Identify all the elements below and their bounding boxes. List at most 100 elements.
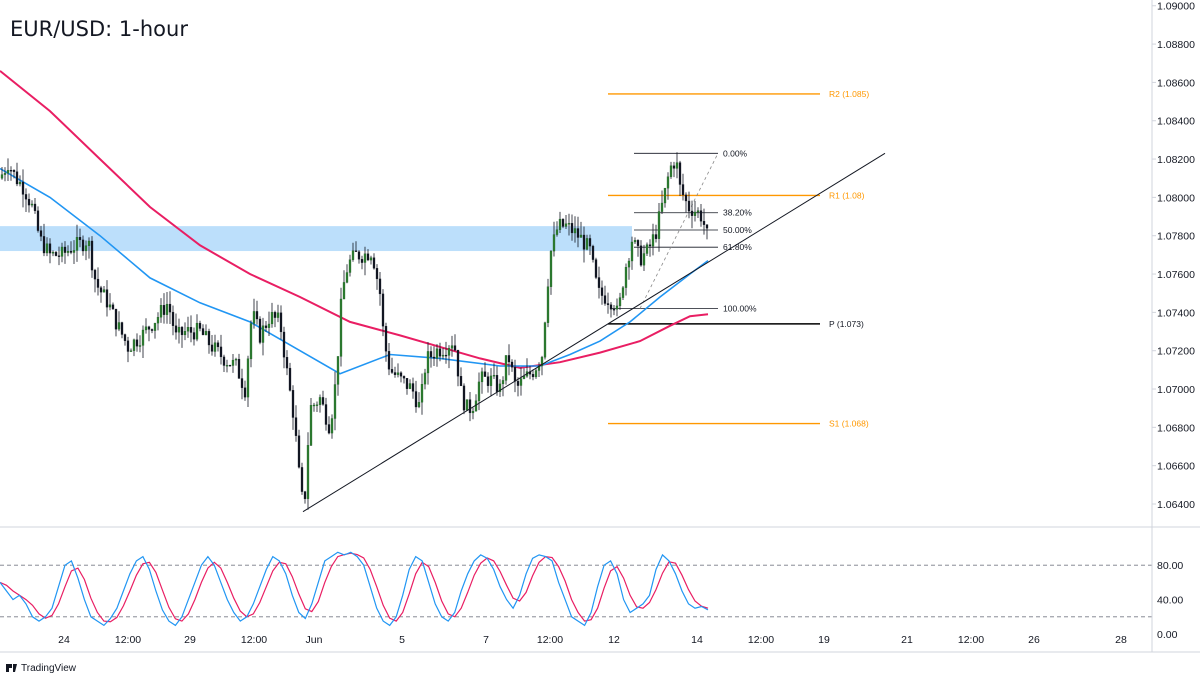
price-tick-label: 1.07400 <box>1157 307 1195 319</box>
candle-body <box>540 357 544 367</box>
candle-body <box>669 165 673 177</box>
candle-body <box>261 325 265 343</box>
time-tick-label: 12:00 <box>115 634 141 646</box>
candle-body <box>477 381 481 401</box>
candle-body <box>300 467 304 492</box>
time-tick-label: 24 <box>58 634 70 646</box>
candle-body <box>153 323 157 331</box>
time-tick-label: 26 <box>1028 634 1040 646</box>
candle-body <box>195 322 199 340</box>
candle-body <box>126 340 130 352</box>
candle-body <box>468 399 472 414</box>
candle-body <box>555 229 559 235</box>
candle-body <box>225 365 229 367</box>
candle-body <box>39 230 43 237</box>
candle-body <box>327 424 331 434</box>
candle-body <box>591 245 595 260</box>
candle-body <box>90 240 94 271</box>
candle-body <box>594 259 598 278</box>
candle-body <box>54 252 58 256</box>
fibonacci-retracement-layer: 0.00% 38.20% 50.00% 61.80% 100.00% <box>612 148 757 314</box>
candle-body <box>294 417 298 436</box>
candle-body <box>102 289 106 293</box>
price-tick-label: 1.08200 <box>1157 154 1195 166</box>
candle-body <box>159 305 163 318</box>
candle-body <box>165 303 169 315</box>
candle-body <box>492 375 496 377</box>
candle-body <box>291 390 295 418</box>
candle-body <box>48 243 52 254</box>
candle-body <box>423 372 427 385</box>
candle-body <box>561 218 565 227</box>
candle-body <box>183 331 187 336</box>
candle-body <box>66 250 70 253</box>
time-tick-label: Jun <box>306 634 323 646</box>
price-tick-label: 1.08400 <box>1157 116 1195 128</box>
candle-body <box>303 491 307 500</box>
trendline-layer <box>302 152 886 513</box>
candle-body <box>279 312 283 333</box>
time-tick-label: 12:00 <box>748 634 774 646</box>
candle-body <box>438 348 442 357</box>
candle-body <box>636 240 640 246</box>
candle-body <box>402 376 406 379</box>
candle-body <box>510 361 514 368</box>
candle-body <box>666 176 670 189</box>
candle-body <box>603 295 607 304</box>
candle-body <box>639 245 643 266</box>
ascending-trendline <box>302 152 886 513</box>
candle-body <box>312 404 316 407</box>
price-tick-label: 1.08800 <box>1157 39 1195 51</box>
candle-body <box>546 286 550 323</box>
candle-body <box>504 355 508 381</box>
candle-body <box>219 346 223 358</box>
candle-body <box>399 372 403 377</box>
fib-level-label: 38.20% <box>723 208 752 218</box>
candle-body <box>600 287 604 296</box>
candle-body <box>570 223 574 234</box>
candle-body <box>51 252 55 254</box>
candle-body <box>549 250 553 287</box>
candle-body <box>123 334 127 341</box>
candle-body <box>663 188 667 204</box>
candle-body <box>579 234 583 238</box>
candle-body <box>264 325 268 328</box>
time-tick-label: 21 <box>901 634 913 646</box>
candle-body <box>363 253 367 263</box>
candle-body <box>534 370 538 378</box>
moving-averages-layer <box>0 70 709 375</box>
candle-body <box>429 351 433 358</box>
candle-body <box>408 383 412 389</box>
candle-body <box>237 358 241 379</box>
fib-connector <box>639 153 719 309</box>
candle-body <box>648 244 652 247</box>
candle-body <box>582 234 586 250</box>
candle-body <box>6 170 10 174</box>
tradingview-logo-mark <box>13 664 17 672</box>
candle-body <box>483 371 487 377</box>
candle-body <box>696 210 700 213</box>
candle-body <box>357 251 361 260</box>
candle-body <box>144 326 148 331</box>
candle-body <box>60 246 64 257</box>
candle-body <box>372 257 376 269</box>
candle-body <box>621 287 625 298</box>
candle-body <box>84 245 88 252</box>
candle-body <box>138 345 142 347</box>
candle-body <box>684 194 688 202</box>
candle-body <box>390 369 394 373</box>
candle-body <box>324 404 328 425</box>
price-tick-label: 1.09000 <box>1157 1 1195 13</box>
support-resistance-zone-layer <box>0 226 632 252</box>
candle-body <box>675 162 679 169</box>
pivot-label: R2 (1.085) <box>829 89 869 99</box>
candle-body <box>240 378 244 388</box>
candle-body <box>87 240 91 246</box>
price-tick-label: 1.07600 <box>1157 269 1195 281</box>
candle-body <box>177 326 181 333</box>
price-tick-label: 1.06600 <box>1157 461 1195 473</box>
price-tick-label: 1.06400 <box>1157 499 1195 511</box>
candle-body <box>471 411 475 414</box>
time-tick-label: 28 <box>1115 634 1127 646</box>
candle-body <box>450 345 454 349</box>
